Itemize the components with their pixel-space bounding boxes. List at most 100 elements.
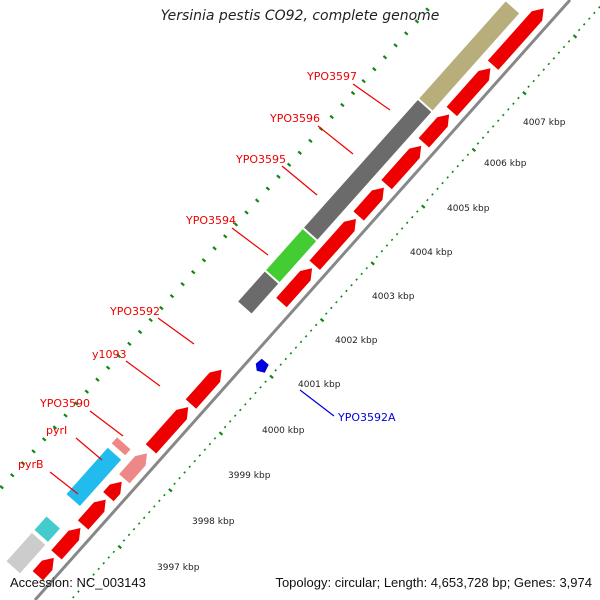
gene-label: YPO3595	[235, 153, 286, 166]
map-title: Yersinia pestis CO92, complete genome	[160, 8, 440, 24]
inner-tick-mark	[557, 51, 561, 54]
feature-bar-pink	[111, 437, 131, 456]
outer-tick-mark	[127, 341, 132, 347]
gene-arrow	[77, 499, 106, 530]
kbp-tick-label: 4005 kbp	[447, 204, 490, 214]
gene-callouts: pyrB pyrI YPO3590 y1093 YPO3592 YPO3594 YPO359…	[18, 70, 396, 495]
inner-tick-mark	[314, 323, 318, 327]
inner-tick-mark	[461, 159, 465, 162]
outer-tick-mark	[233, 222, 239, 227]
inner-tick-mark	[264, 380, 267, 383]
inner-tick-mark	[239, 408, 242, 412]
inner-tick-mark	[517, 96, 520, 100]
inner-tick-mark	[198, 454, 202, 457]
inner-tick-mark	[218, 431, 224, 436]
inner-tick-mark	[385, 244, 389, 247]
inner-tick-mark	[491, 125, 495, 128]
callout-leader-line	[231, 227, 269, 256]
accession-text: Accession: NC_003143	[10, 575, 146, 590]
inner-tick-mark	[451, 170, 454, 174]
inner-tick-mark	[102, 561, 105, 565]
outer-tick-mark	[20, 461, 26, 466]
inner-tick-mark	[112, 550, 116, 554]
inner-tick-mark	[82, 584, 85, 588]
gene-label: y1093	[92, 348, 127, 361]
inner-tick-mark	[481, 136, 485, 140]
inner-tick-mark	[405, 221, 409, 225]
inner-tick-mark	[168, 488, 173, 493]
inner-tick-mark	[279, 363, 283, 366]
inner-tick-mark	[593, 11, 596, 15]
inner-tick-mark	[577, 28, 581, 32]
inner-tick-mark	[178, 476, 181, 480]
gene-label: YPO3597	[306, 70, 357, 83]
outer-tick-mark	[73, 401, 79, 406]
outer-tick-mark	[382, 55, 388, 60]
gene-arrow-blue	[255, 358, 269, 373]
gene-label: YPO3596	[269, 112, 320, 125]
inner-tick-mark	[269, 374, 274, 379]
outer-tick-mark	[244, 210, 249, 215]
gene-label: pyrB	[18, 458, 44, 471]
outer-tick-mark	[265, 186, 271, 191]
inner-tick-mark	[390, 238, 394, 242]
feature-bar-dark-gray	[304, 99, 432, 240]
gene-arrow	[381, 145, 422, 190]
inner-tick-mark	[441, 181, 444, 185]
inner-tick-mark	[299, 340, 303, 344]
gene-label: YPO3592A	[337, 411, 396, 424]
callout-leader-line	[89, 410, 124, 437]
outer-tick-mark	[52, 425, 58, 430]
outer-tick-mark	[223, 234, 228, 239]
inner-tick-mark	[466, 153, 470, 157]
gene-arrow	[487, 8, 544, 70]
outer-tick-mark	[116, 353, 121, 358]
outer-tick-mark	[63, 413, 68, 418]
inner-tick-mark	[147, 510, 151, 514]
outer-tick-mark	[350, 90, 356, 96]
inner-tick-mark	[588, 17, 591, 20]
inner-tick-mark	[208, 442, 212, 446]
inner-tick-mark	[254, 391, 257, 395]
gene-arrow	[185, 369, 222, 409]
inner-tick-mark	[274, 369, 277, 372]
gene-arrow	[276, 268, 313, 308]
gene-arrow	[103, 481, 122, 502]
callout-leader-line	[125, 360, 161, 387]
feature-bar-gray	[6, 532, 46, 574]
kbp-tick-label: 4004 kbp	[410, 248, 453, 258]
gene-arrow-pink	[119, 453, 148, 484]
inner-tick-mark	[335, 300, 338, 304]
kbp-tick-label: 4007 kbp	[523, 118, 566, 128]
gene-arrow	[145, 407, 189, 454]
inner-tick-mark	[416, 210, 419, 213]
inner-tick-mark	[259, 386, 262, 389]
kbp-tick-label: 4001 kbp	[298, 380, 341, 390]
outer-tick-mark	[10, 473, 15, 478]
inner-tick-mark	[355, 278, 358, 281]
kbp-tick-label: 3997 kbp	[157, 563, 200, 573]
outer-tick-mark	[169, 293, 175, 299]
outer-tick-mark	[31, 449, 36, 454]
outer-tick-mark	[180, 282, 185, 287]
outer-tick-mark	[148, 317, 153, 323]
gene-label: YPO3590	[39, 397, 90, 410]
outer-tick-mark	[254, 198, 260, 203]
kbp-tick-label: 4002 kbp	[335, 336, 378, 346]
inner-tick-mark	[512, 102, 515, 105]
inner-tick-mark	[436, 187, 439, 191]
outer-tick-mark	[425, 7, 430, 12]
outer-tick-mark	[159, 305, 164, 311]
inner-tick-mark	[244, 403, 247, 406]
gene-arrow	[418, 114, 450, 148]
kbp-tick-label: 4006 kbp	[484, 159, 527, 169]
inner-tick-mark	[97, 567, 100, 571]
feature-bar-khaki	[419, 1, 520, 111]
gene-label: YPO3592	[109, 305, 160, 318]
inner-tick-mark	[340, 295, 343, 298]
outer-tick-track	[0, 7, 430, 490]
outer-tick-mark	[212, 246, 217, 251]
genome-summary-text: Topology: circular; Length: 4,653,728 bp…	[275, 575, 592, 590]
inner-tick-mark	[319, 317, 325, 323]
outer-tick-mark	[84, 389, 90, 394]
